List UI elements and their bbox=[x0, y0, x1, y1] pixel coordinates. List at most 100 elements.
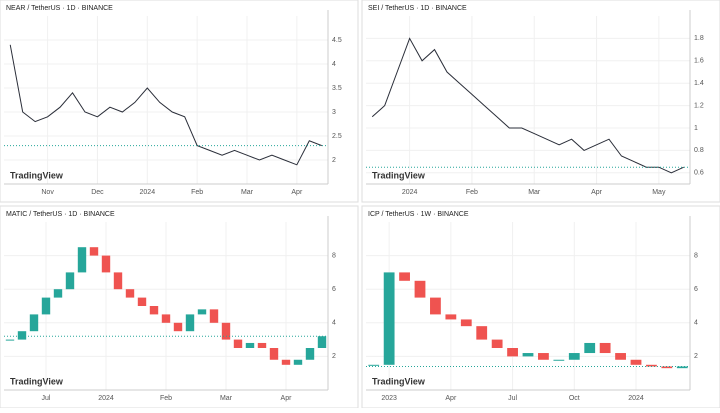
candle bbox=[17, 331, 27, 340]
chart-title: MATIC / TetherUS · 1D · BINANCE bbox=[6, 211, 115, 218]
y-tick-label: 2 bbox=[694, 353, 698, 360]
candle bbox=[185, 314, 195, 332]
candle bbox=[221, 322, 231, 340]
x-tick-label: 2023 bbox=[381, 395, 397, 402]
candle bbox=[476, 326, 488, 340]
candle bbox=[383, 272, 395, 365]
y-tick-label: 4 bbox=[332, 320, 336, 327]
y-tick-label: 1.6 bbox=[694, 58, 704, 65]
x-tick-label: Feb bbox=[191, 189, 203, 196]
candle bbox=[538, 353, 549, 360]
candle bbox=[368, 364, 380, 366]
chart-title: ICP / TetherUS · 1W · BINANCE bbox=[368, 211, 469, 218]
y-tick-label: 8 bbox=[694, 252, 698, 259]
y-tick-label: 1 bbox=[694, 125, 698, 132]
x-tick-label: Apr bbox=[281, 395, 293, 402]
candle bbox=[65, 272, 75, 290]
panel: MATIC / TetherUS · 1D · BINANCE 2 4 6 8 Jul 20… bbox=[0, 205, 359, 409]
y-tick-label: 2 bbox=[332, 353, 336, 360]
x-tick-label: 2024 bbox=[98, 395, 114, 402]
x-tick-label: May bbox=[652, 189, 666, 196]
candle bbox=[125, 289, 135, 298]
y-tick-label: 3 bbox=[332, 109, 336, 116]
candle bbox=[113, 272, 123, 290]
candle bbox=[257, 342, 267, 348]
candle bbox=[599, 342, 611, 354]
candle bbox=[269, 348, 279, 360]
candle bbox=[615, 353, 626, 360]
candle bbox=[5, 339, 15, 341]
candle bbox=[676, 366, 688, 369]
candle bbox=[209, 309, 219, 323]
candle bbox=[41, 297, 51, 315]
candle bbox=[646, 364, 657, 367]
candle bbox=[29, 314, 39, 332]
y-tick-label: 1.2 bbox=[694, 102, 704, 109]
x-tick-label: Apr bbox=[291, 189, 303, 196]
panel: NEAR / TetherUS · 1D · BINANCE 2 2.5 3 3.5 4 4… bbox=[0, 0, 359, 203]
y-tick-label: 8 bbox=[332, 252, 336, 259]
candle bbox=[197, 309, 207, 315]
candle bbox=[522, 353, 534, 357]
price-line bbox=[371, 37, 684, 174]
panel: ICP / TetherUS · 1W · BINANCE 2 4 6 8 2023 Apr… bbox=[361, 205, 720, 409]
x-tick-label: 2024 bbox=[628, 395, 644, 402]
x-tick-label: 2024 bbox=[402, 189, 418, 196]
x-tick-label: Oct bbox=[569, 395, 580, 402]
candle bbox=[553, 359, 565, 361]
candle bbox=[414, 280, 426, 298]
candle bbox=[137, 297, 147, 306]
watermark: TradingView bbox=[372, 170, 426, 180]
candle bbox=[281, 359, 291, 365]
watermark: TradingView bbox=[372, 376, 426, 386]
y-tick-label: 4 bbox=[694, 320, 698, 327]
candle bbox=[491, 339, 503, 348]
x-tick-label: Jul bbox=[508, 395, 517, 402]
chart-title: NEAR / TetherUS · 1D · BINANCE bbox=[6, 5, 113, 12]
watermark: TradingView bbox=[10, 170, 64, 180]
chart-title: SEI / TetherUS · 1D · BINANCE bbox=[368, 5, 467, 12]
x-tick-label: Jul bbox=[42, 395, 51, 402]
candle bbox=[161, 314, 171, 323]
x-tick-label: Apr bbox=[591, 189, 603, 196]
candle bbox=[89, 247, 99, 256]
candle bbox=[245, 342, 255, 348]
candle bbox=[77, 247, 87, 273]
y-tick-label: 2.5 bbox=[332, 133, 342, 140]
candle bbox=[507, 348, 518, 357]
y-tick-label: 6 bbox=[332, 286, 336, 293]
candle bbox=[661, 366, 673, 369]
y-tick-label: 3.5 bbox=[332, 85, 342, 92]
candle bbox=[430, 297, 441, 315]
x-tick-label: Feb bbox=[466, 189, 478, 196]
y-tick-label: 0.6 bbox=[694, 170, 704, 177]
x-tick-label: Nov bbox=[41, 189, 54, 196]
y-tick-label: 6 bbox=[694, 286, 698, 293]
y-tick-label: 1.8 bbox=[694, 35, 704, 42]
candle bbox=[584, 342, 596, 354]
candle bbox=[53, 289, 63, 298]
candle bbox=[101, 255, 111, 273]
candle bbox=[149, 306, 159, 315]
x-tick-label: Mar bbox=[220, 395, 233, 402]
candle bbox=[305, 348, 315, 360]
candle bbox=[233, 339, 243, 348]
x-tick-label: Mar bbox=[528, 189, 541, 196]
candle bbox=[568, 353, 580, 360]
candle bbox=[630, 359, 642, 365]
x-tick-label: Feb bbox=[160, 395, 172, 402]
candle bbox=[460, 319, 472, 327]
x-tick-label: 2024 bbox=[140, 189, 156, 196]
price-line bbox=[9, 44, 322, 166]
y-tick-label: 1.4 bbox=[694, 80, 704, 87]
x-tick-label: Apr bbox=[445, 395, 457, 402]
candle bbox=[399, 272, 410, 281]
y-tick-label: 2 bbox=[332, 157, 336, 164]
panel: SEI / TetherUS · 1D · BINANCE 0.6 0.8 1 1.2 1… bbox=[361, 0, 720, 203]
y-tick-label: 4 bbox=[332, 61, 336, 68]
y-tick-label: 4.5 bbox=[332, 37, 342, 44]
candle bbox=[445, 314, 457, 320]
x-tick-label: Dec bbox=[91, 189, 104, 196]
candle bbox=[173, 322, 183, 332]
